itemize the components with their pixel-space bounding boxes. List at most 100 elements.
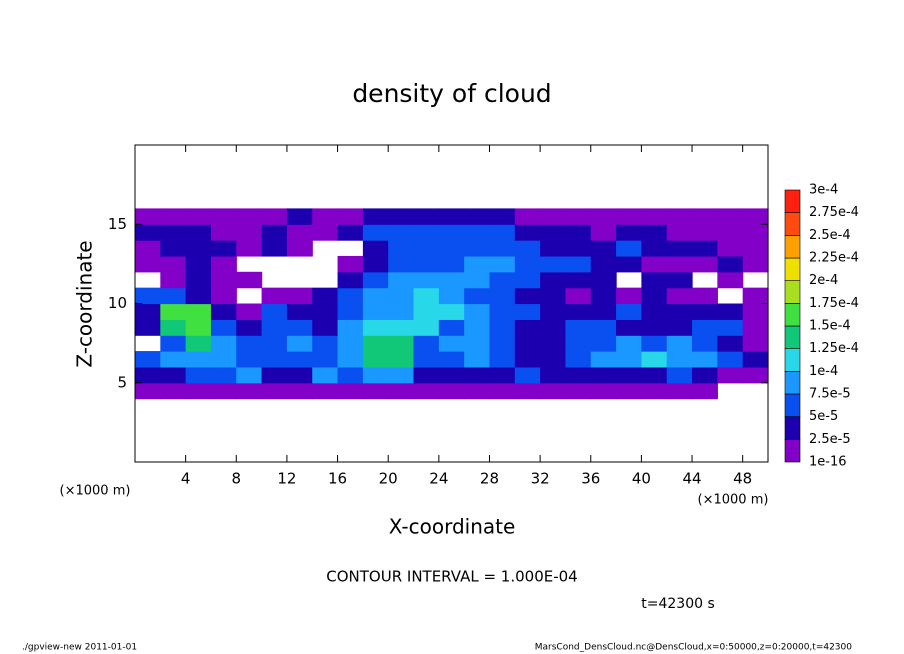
cell	[236, 240, 263, 257]
colorbar-swatch	[784, 212, 801, 236]
cell	[438, 224, 465, 241]
cell	[362, 255, 389, 273]
cell	[489, 303, 516, 320]
cell	[388, 319, 415, 336]
cell	[312, 366, 339, 384]
cell	[692, 351, 718, 368]
cell	[210, 303, 237, 320]
cell	[464, 319, 491, 336]
cell	[160, 255, 187, 273]
cell	[185, 382, 212, 400]
cell	[565, 319, 592, 336]
cell	[489, 240, 516, 257]
time-label: t=42300 s	[641, 596, 715, 612]
cell	[514, 224, 541, 241]
y-tick-label: 10	[108, 294, 127, 312]
cell	[438, 303, 465, 320]
cell	[337, 366, 364, 384]
cell	[312, 382, 339, 400]
cell	[464, 208, 491, 225]
cell	[590, 382, 617, 400]
cell	[540, 382, 567, 400]
cell	[641, 271, 668, 289]
cell	[742, 303, 769, 320]
cell	[261, 208, 288, 225]
cell	[210, 224, 237, 241]
cell	[185, 224, 212, 241]
cell	[666, 255, 693, 273]
cell	[185, 351, 212, 368]
cell	[590, 319, 617, 336]
cell	[135, 287, 161, 305]
cell	[236, 303, 263, 320]
cell	[742, 287, 769, 305]
cell	[565, 351, 592, 368]
cell	[261, 335, 288, 352]
cell	[464, 271, 491, 289]
cell	[514, 271, 541, 289]
colorbar-swatch	[784, 371, 801, 395]
cell	[590, 224, 617, 241]
cell	[135, 366, 161, 384]
cell	[185, 366, 212, 384]
colorbar-label: 1e-16	[809, 455, 847, 470]
cell	[413, 224, 440, 241]
cell	[362, 351, 389, 368]
cell	[742, 240, 769, 257]
cell	[261, 366, 288, 384]
cell	[616, 303, 642, 320]
cell	[210, 335, 237, 352]
cell	[514, 208, 541, 225]
cell	[337, 335, 364, 352]
cell	[641, 335, 668, 352]
cell	[616, 335, 642, 352]
cell	[286, 208, 313, 225]
cell	[464, 366, 491, 384]
cell	[438, 287, 465, 305]
cell	[742, 351, 769, 368]
cell	[742, 366, 769, 384]
cell	[388, 255, 415, 273]
cell	[464, 240, 491, 257]
cell	[641, 319, 668, 336]
colorbar-label: 2.5e-5	[809, 432, 851, 447]
y-tick-label: 15	[108, 215, 127, 233]
cell	[565, 287, 592, 305]
cell	[641, 287, 668, 305]
cell	[388, 335, 415, 352]
cell	[286, 287, 313, 305]
cell	[388, 303, 415, 320]
cell	[413, 366, 440, 384]
x-tick-label: 12	[277, 470, 296, 488]
cell	[540, 271, 567, 289]
colorbar-swatch	[784, 348, 801, 372]
cell	[717, 224, 744, 241]
cell	[337, 319, 364, 336]
cell	[160, 366, 187, 384]
cell	[337, 287, 364, 305]
colorbar-swatch	[784, 235, 801, 259]
x-tick-label: 32	[531, 470, 550, 488]
cell	[160, 319, 187, 336]
cell	[641, 255, 668, 273]
cell	[717, 366, 744, 384]
cell	[185, 303, 212, 320]
cell	[236, 319, 263, 336]
cell	[616, 240, 642, 257]
cell	[489, 335, 516, 352]
cell	[514, 366, 541, 384]
cell	[717, 335, 744, 352]
cell	[692, 303, 718, 320]
colorbar-swatch	[784, 257, 801, 281]
cell	[742, 255, 769, 273]
cell	[362, 335, 389, 352]
cell	[413, 303, 440, 320]
cell	[261, 351, 288, 368]
cell	[641, 240, 668, 257]
cell	[337, 224, 364, 241]
colorbar-label: 1e-4	[809, 364, 838, 379]
cell	[210, 382, 237, 400]
cell	[160, 287, 187, 305]
